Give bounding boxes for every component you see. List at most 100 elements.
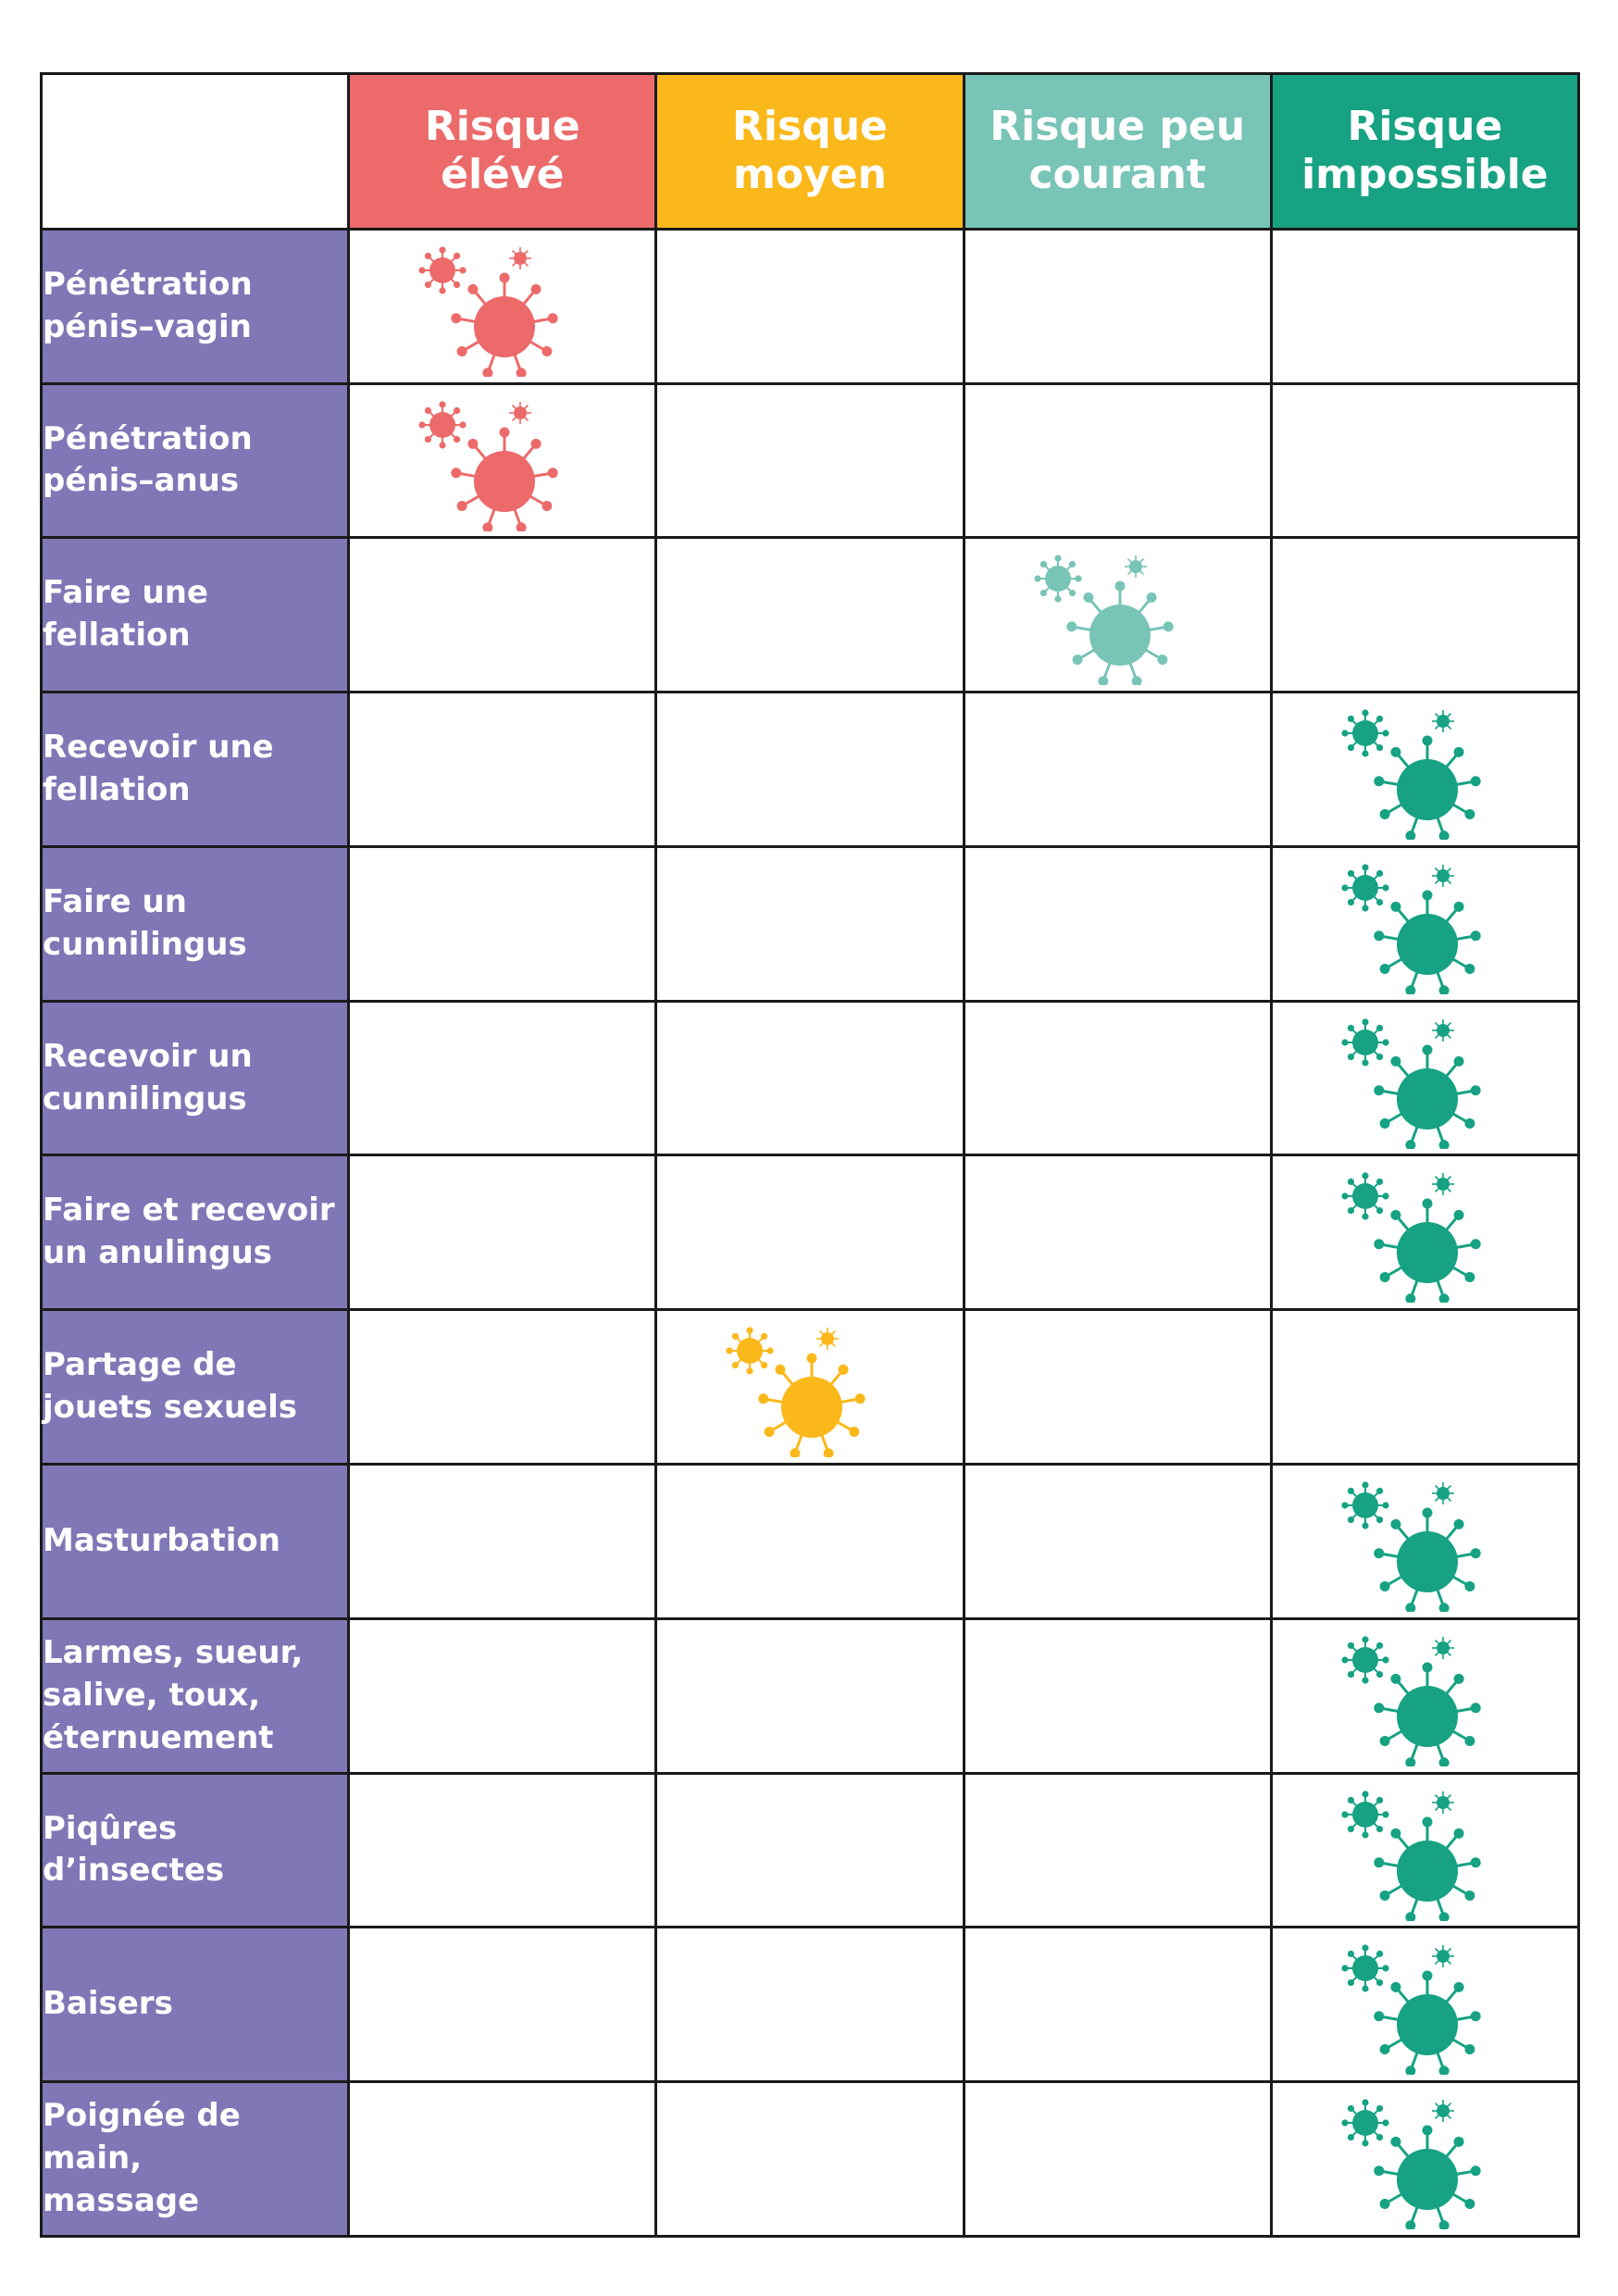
column-header-line: élévé	[441, 151, 565, 199]
table-row: Recevoir un cunnilingus	[39, 999, 1581, 1157]
risk-cell-moyen	[654, 1308, 965, 1466]
row-label-line: massage	[43, 2182, 200, 2220]
row-label: Faire une fellation	[39, 536, 351, 694]
row-label: Recevoir un cunnilingus	[39, 999, 351, 1157]
row-label: Faire un cunnilingus	[39, 844, 351, 1003]
virus-icon	[1033, 555, 1174, 686]
row-label-line: pénis–anus	[43, 462, 240, 500]
row-label-line: d’insectes	[43, 1852, 225, 1890]
risk-cell-impossible	[1269, 844, 1581, 1003]
table-row: Baisers	[39, 1926, 1581, 2084]
column-header-line: moyen	[733, 151, 887, 199]
table-row: Partage de jouets sexuels	[39, 1308, 1581, 1466]
corner-cell	[39, 72, 351, 231]
row-label: Pénétration pénis–vagin	[39, 227, 351, 385]
risk-cell-moyen	[654, 1926, 965, 2084]
row-label: Partage de jouets sexuels	[39, 1308, 351, 1466]
table-row: Faire un cunnilingus	[39, 844, 1581, 1003]
column-header-line: Risque	[1347, 102, 1503, 150]
virus-icon	[1341, 1017, 1482, 1149]
risk-cell-impossible	[1269, 1308, 1581, 1466]
virus-icon	[1341, 864, 1482, 994]
column-header-line: Risque peu	[989, 102, 1246, 150]
risk-cell-impossible	[1269, 1463, 1581, 1620]
risk-cell-impossible	[1269, 227, 1581, 385]
row-label-line: Pénétration	[43, 419, 253, 457]
table-row: Piqûres d’insectes	[39, 1771, 1581, 1929]
row-label: Recevoir une fellation	[39, 691, 351, 848]
row-label-line: Faire et recevoir	[43, 1192, 335, 1229]
risk-cell-peu	[962, 1154, 1273, 1312]
row-label-line: Pénétration	[43, 265, 253, 303]
row-label-line: Masturbation	[43, 1521, 280, 1559]
virus-icon	[1341, 709, 1482, 841]
risk-cell-peu	[962, 227, 1273, 385]
column-header-line: Risque	[424, 102, 580, 150]
risk-cell-moyen	[654, 1154, 965, 1312]
risk-cell-moyen	[654, 1771, 965, 1929]
row-label: Piqûres d’insectes	[39, 1771, 351, 1929]
risk-cell-peu	[962, 2080, 1273, 2238]
risk-cell-eleve	[347, 1771, 658, 1929]
risk-cell-eleve	[347, 1154, 658, 1312]
row-label: Masturbation	[39, 1463, 351, 1620]
risk-cell-moyen	[654, 1616, 965, 1775]
row-label-line: fellation	[43, 617, 191, 655]
row-label-line: cunnilingus	[43, 1079, 247, 1117]
virus-icon	[418, 245, 559, 377]
risk-cell-moyen	[654, 691, 965, 848]
risk-cell-eleve	[347, 844, 658, 1003]
row-label: Faire et recevoir un anulingus	[39, 1154, 351, 1312]
risk-cell-moyen	[654, 844, 965, 1003]
row-label-line: un anulingus	[43, 1234, 272, 1272]
table-row: Larmes, sueur, salive, toux, éternuement	[39, 1616, 1581, 1775]
risk-cell-eleve	[347, 999, 658, 1157]
risk-cell-eleve	[347, 2080, 658, 2238]
column-header-line: courant	[1028, 151, 1206, 199]
risk-cell-impossible	[1269, 536, 1581, 694]
risk-cell-eleve	[347, 691, 658, 848]
risk-cell-peu	[962, 1308, 1273, 1466]
column-header-eleve: Risque élévé	[347, 72, 658, 231]
risk-cell-eleve	[347, 1926, 658, 2084]
risk-cell-peu	[962, 1771, 1273, 1929]
virus-icon	[1341, 1481, 1482, 1613]
row-label-line: éternuement	[43, 1718, 274, 1756]
risk-cell-eleve	[347, 1308, 658, 1466]
risk-cell-impossible	[1269, 999, 1581, 1157]
risk-cell-eleve	[347, 227, 658, 385]
virus-icon	[418, 400, 559, 531]
virus-icon	[1341, 1172, 1482, 1304]
virus-icon	[1341, 1790, 1482, 1921]
risk-cell-impossible	[1269, 381, 1581, 540]
risk-cell-moyen	[654, 2080, 965, 2238]
row-label: Larmes, sueur, salive, toux, éternuement	[39, 1616, 351, 1775]
column-header-line: Risque	[732, 102, 888, 150]
risk-cell-impossible	[1269, 1926, 1581, 2084]
table-row: Pénétration pénis–vagin	[39, 227, 1581, 385]
table-row: Faire une fellation	[39, 536, 1581, 694]
table-row: Pénétration pénis–anus	[39, 381, 1581, 540]
risk-cell-peu	[962, 1926, 1273, 2084]
row-label-line: jouets sexuels	[43, 1389, 297, 1427]
virus-icon	[1341, 1636, 1482, 1766]
risk-cell-moyen	[654, 536, 965, 694]
row-label-line: Faire un	[43, 882, 187, 920]
risk-cell-impossible	[1269, 1771, 1581, 1929]
table-row: Recevoir une fellation	[39, 691, 1581, 848]
risk-cell-peu	[962, 999, 1273, 1157]
row-label: Poignée de main, massage	[39, 2080, 351, 2238]
row-label-line: pénis–vagin	[43, 307, 252, 345]
risk-cell-peu	[962, 1616, 1273, 1775]
row-label-line: cunnilingus	[43, 925, 247, 963]
table-row: Masturbation	[39, 1463, 1581, 1620]
table-row: Faire et recevoir un anulingus	[39, 1154, 1581, 1312]
risk-cell-moyen	[654, 999, 965, 1157]
row-label-line: fellation	[43, 771, 191, 809]
row-label: Baisers	[39, 1926, 351, 2084]
risk-cell-peu	[962, 844, 1273, 1003]
row-label-line: Baisers	[43, 1985, 173, 2023]
column-header-line: impossible	[1301, 151, 1549, 199]
column-header-peu-courant: Risque peu courant	[962, 72, 1273, 231]
row-label-line: Larmes, sueur,	[43, 1633, 304, 1671]
